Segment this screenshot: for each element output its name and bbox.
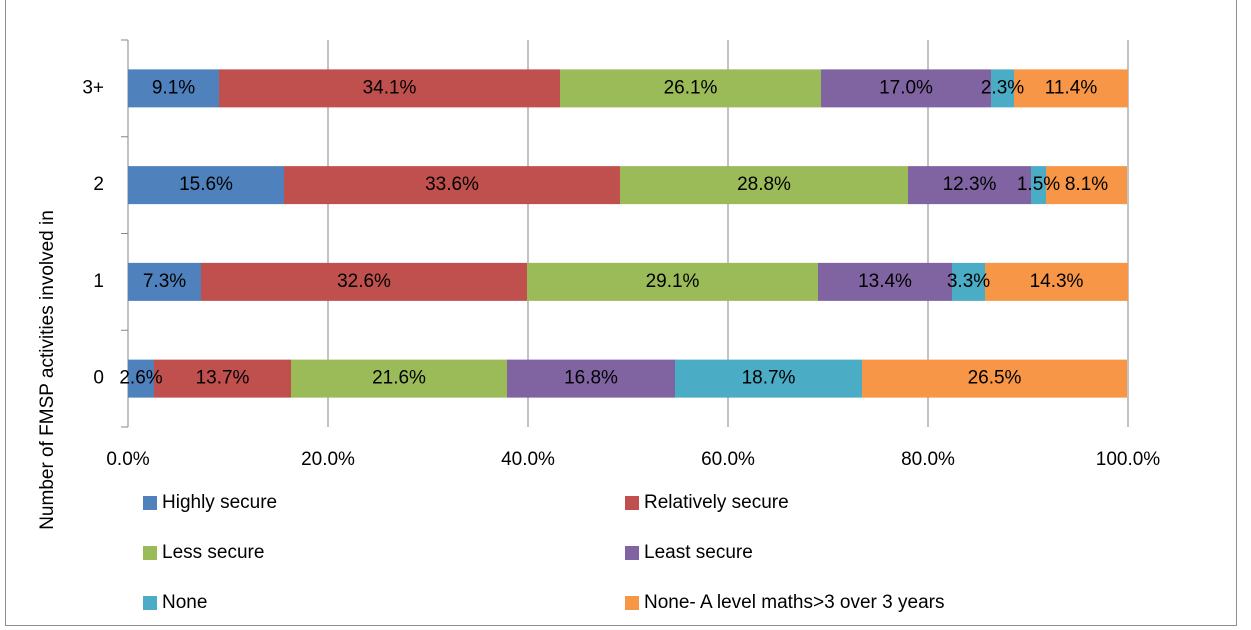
- data-label: 14.3%: [1030, 271, 1084, 292]
- bar-segment: [128, 359, 154, 398]
- bar-segment: [291, 359, 507, 398]
- bar-segment: [284, 166, 620, 205]
- data-label: 1.5%: [1017, 174, 1060, 195]
- legend-swatch: [143, 546, 157, 560]
- axes: 0.0% 20.0% 40.0% 60.0% 80.0% 100.0% 0 1 2 3+: [82, 39, 1161, 470]
- x-tick-label: 0.0%: [106, 449, 149, 470]
- data-label: 34.1%: [363, 77, 417, 98]
- bar-segment: [128, 69, 219, 108]
- legend-item: None: [143, 592, 207, 613]
- legend-item: None- A level maths>3 over 3 years: [625, 592, 944, 613]
- legend-label: None- A level maths>3 over 3 years: [644, 592, 944, 613]
- legend-swatch: [625, 596, 639, 610]
- x-tick-label: 40.0%: [501, 449, 555, 470]
- y-tick-label: 1: [93, 271, 104, 292]
- bar-segment: [1014, 69, 1128, 108]
- legend-label: Less secure: [162, 542, 264, 563]
- y-tick-label: 2: [93, 174, 104, 195]
- y-axis-title: Number of FMSP activities involved in: [37, 210, 58, 530]
- bar-segment: [991, 69, 1014, 108]
- bar-segment: [1031, 166, 1046, 205]
- data-label: 3.3%: [947, 271, 990, 292]
- legend-label: Highly secure: [162, 492, 277, 513]
- legend: Highly secure Relatively secure Less secur…: [143, 492, 944, 613]
- bar-segment: [620, 166, 908, 205]
- legend-item: Least secure: [625, 542, 753, 563]
- x-tick-label: 100.0%: [1096, 449, 1161, 470]
- bar-segment: [201, 262, 527, 301]
- legend-label: Relatively secure: [644, 492, 789, 513]
- data-label: 26.1%: [664, 77, 718, 98]
- bar-segment: [985, 262, 1128, 301]
- data-label: 26.5%: [968, 368, 1022, 389]
- legend-label: Least secure: [644, 542, 753, 563]
- bar-segment: [908, 166, 1031, 205]
- legend-item: Highly secure: [143, 492, 277, 513]
- bar-segment: [507, 359, 675, 398]
- x-tick-label: 80.0%: [901, 449, 955, 470]
- data-label: 2.3%: [981, 77, 1024, 98]
- data-label: 8.1%: [1065, 174, 1108, 195]
- legend-swatch: [143, 596, 157, 610]
- bar-segment: [128, 262, 201, 301]
- data-label: 15.6%: [179, 174, 233, 195]
- data-label: 11.4%: [1045, 77, 1098, 98]
- data-label: 7.3%: [143, 271, 186, 292]
- legend-swatch: [625, 496, 639, 510]
- data-label: 29.1%: [646, 271, 700, 292]
- data-label: 21.6%: [372, 368, 426, 389]
- bar-segment: [527, 262, 818, 301]
- data-label: 13.7%: [196, 368, 250, 389]
- legend-swatch: [625, 546, 639, 560]
- bar-segment: [862, 359, 1127, 398]
- y-tick-label: 0: [93, 368, 104, 389]
- bar-segment: [560, 69, 821, 108]
- bars: [128, 69, 1128, 398]
- bar-segment: [821, 69, 991, 108]
- data-label: 18.7%: [742, 368, 796, 389]
- data-labels: 2.6% 13.7% 21.6% 16.8% 18.7% 26.5% 7.3% 32.6% 29…: [119, 77, 1108, 388]
- data-label: 12.3%: [943, 174, 997, 195]
- data-label: 2.6%: [119, 368, 162, 389]
- data-label: 13.4%: [858, 271, 912, 292]
- legend-label: None: [162, 592, 207, 613]
- x-tick-label: 60.0%: [701, 449, 755, 470]
- y-tick-label: 3+: [82, 77, 104, 98]
- bar-segment: [818, 262, 952, 301]
- bar-segment: [952, 262, 985, 301]
- legend-item: Relatively secure: [625, 492, 789, 513]
- x-tick-label: 20.0%: [301, 449, 355, 470]
- data-label: 16.8%: [564, 368, 618, 389]
- legend-swatch: [143, 496, 157, 510]
- bar-segment: [1046, 166, 1127, 205]
- bar-segment: [154, 359, 291, 398]
- data-label: 28.8%: [737, 174, 791, 195]
- data-label: 33.6%: [425, 174, 479, 195]
- data-label: 17.0%: [879, 77, 933, 98]
- bar-segment: [219, 69, 560, 108]
- bar-segment: [675, 359, 862, 398]
- data-label: 9.1%: [152, 77, 195, 98]
- bar-segment: [128, 166, 284, 205]
- data-label: 32.6%: [337, 271, 391, 292]
- legend-item: Less secure: [143, 542, 264, 563]
